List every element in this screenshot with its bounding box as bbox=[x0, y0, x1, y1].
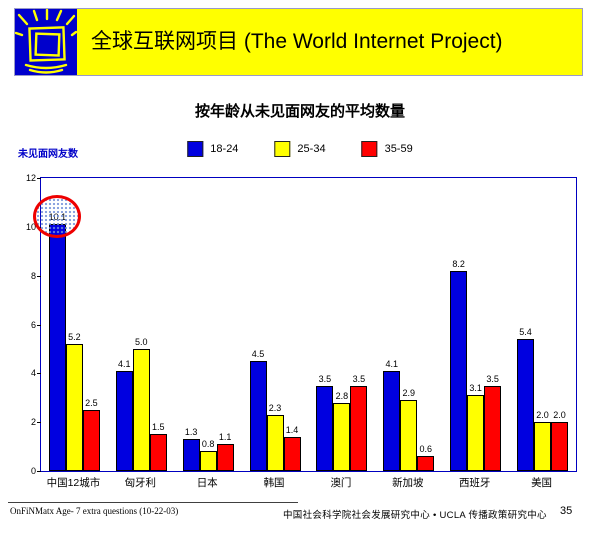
y-tick-label: 0 bbox=[30, 466, 36, 476]
bar-25-34 bbox=[266, 414, 284, 471]
bar-value-label: 3.5 bbox=[352, 373, 366, 384]
bar-value-label: 2.0 bbox=[553, 410, 566, 421]
bar-25-34 bbox=[333, 402, 351, 471]
bar-18-24 bbox=[316, 385, 334, 471]
legend-item-25-34: 25-34 bbox=[274, 141, 326, 157]
legend-swatch-icon bbox=[361, 141, 378, 157]
legend-item-18-24: 18-24 bbox=[187, 141, 238, 157]
bar-18-24 bbox=[517, 339, 535, 471]
y-tick-mark bbox=[37, 471, 41, 472]
bar-group: 3.5 2.8 3.5 bbox=[309, 178, 376, 471]
x-axis-category-label: 日本 bbox=[196, 477, 218, 489]
footer-source-note: OnFiNMatx Age- 7 extra questions (10-22-… bbox=[10, 506, 179, 516]
y-tick-mark bbox=[37, 373, 41, 375]
bar-group: 4.1 5.0 1.5 bbox=[108, 178, 175, 471]
bar-35-59 bbox=[350, 385, 368, 471]
bar-value-label: 4.1 bbox=[118, 358, 131, 369]
bar-18-24 bbox=[249, 361, 267, 471]
legend-label: 35-59 bbox=[384, 143, 413, 155]
bar-value-label: 5.4 bbox=[519, 327, 532, 338]
bar-18-24 bbox=[383, 370, 401, 471]
bar-value-label: 2.8 bbox=[335, 390, 349, 401]
bar-value-label: 2.0 bbox=[536, 410, 549, 421]
y-tick-mark bbox=[37, 422, 41, 424]
bar-35-59 bbox=[82, 409, 100, 471]
bar-group: 5.4 2.0 2.0 bbox=[509, 178, 576, 471]
legend-label: 25-34 bbox=[297, 143, 326, 155]
footer-divider bbox=[8, 502, 298, 503]
bar-18-24 bbox=[48, 224, 66, 471]
bar-25-34 bbox=[65, 344, 83, 471]
bar-value-label: 5.2 bbox=[68, 332, 81, 343]
bar-value-label: 0.8 bbox=[201, 439, 215, 450]
bar-25-34 bbox=[199, 451, 217, 471]
bar-35-59 bbox=[216, 444, 234, 471]
bar-value-label: 2.9 bbox=[402, 388, 416, 399]
x-axis-category-label: 西班牙 bbox=[458, 477, 491, 489]
bar-35-59 bbox=[417, 456, 435, 471]
bar-value-label: 3.1 bbox=[469, 383, 482, 394]
y-tick-mark bbox=[37, 275, 41, 277]
x-axis-category-label: 澳门 bbox=[330, 477, 352, 489]
bar-25-34 bbox=[132, 348, 150, 471]
y-tick-label: 8 bbox=[30, 270, 36, 281]
bar-value-label: 1.4 bbox=[285, 424, 299, 435]
y-tick-label: 4 bbox=[30, 368, 36, 379]
bar-18-24 bbox=[182, 439, 200, 471]
bar-group: 4.5 2.3 1.4 bbox=[242, 178, 309, 471]
footer-organizations: 中国社会科学院社会发展研究中心 • UCLA 传播政策研究中心 bbox=[283, 510, 547, 521]
y-axis-title: 未见面网友数 bbox=[18, 149, 78, 160]
bar-value-label: 4.1 bbox=[385, 358, 399, 369]
bar-value-label: 1.5 bbox=[152, 422, 165, 433]
bar-value-label: 1.1 bbox=[218, 432, 232, 443]
bar-35-59 bbox=[283, 436, 301, 471]
legend-label: 18-24 bbox=[210, 143, 239, 155]
bar-18-24 bbox=[450, 270, 468, 471]
plot-area: 02468101210.15.22.54.15.01.51.30.81.14.5… bbox=[26, 173, 577, 476]
legend-swatch-icon bbox=[274, 141, 291, 157]
bar-18-24 bbox=[115, 370, 133, 471]
y-tick-mark bbox=[37, 324, 41, 326]
page-number: 35 bbox=[560, 505, 573, 517]
slide-header-title: 全球互联网项目 (The World Internet Project) bbox=[91, 30, 503, 53]
bar-value-label: 1.3 bbox=[184, 427, 198, 438]
legend-swatch-icon bbox=[187, 141, 204, 157]
bar-group: 4.1 2.9 0.6 bbox=[375, 178, 442, 471]
header-banner: 全球互联网项目 (The World Internet Project) bbox=[14, 8, 583, 76]
bar-value-label: 2.3 bbox=[268, 402, 282, 413]
highlight-ellipse-annotation bbox=[33, 195, 82, 239]
y-tick-label: 10 bbox=[25, 221, 36, 232]
bar-25-34 bbox=[534, 422, 552, 471]
bar-value-label: 3.5 bbox=[486, 373, 499, 384]
x-axis-category-label: 美国 bbox=[531, 477, 553, 489]
bar-value-label: 8.2 bbox=[452, 258, 465, 269]
y-tick-label: 2 bbox=[30, 417, 36, 428]
bar-value-label: 5.0 bbox=[135, 336, 148, 347]
bar-value-label: 3.5 bbox=[318, 373, 332, 384]
x-axis-category-label: 新加坡 bbox=[392, 477, 424, 489]
bar-value-label: 0.6 bbox=[419, 444, 433, 455]
bar-35-59 bbox=[149, 434, 167, 471]
bar-value-label: 2.5 bbox=[85, 397, 98, 408]
bar-group: 1.3 0.8 1.1 bbox=[175, 178, 242, 471]
crt-monitor-rays-icon bbox=[15, 9, 77, 75]
x-axis-category-label: 中国12城市 bbox=[46, 477, 101, 489]
bar-25-34 bbox=[467, 395, 485, 471]
x-axis-category-label: 韩国 bbox=[263, 477, 285, 489]
legend-item-35-59: 35-59 bbox=[361, 141, 413, 157]
bar-35-59 bbox=[484, 385, 502, 471]
y-tick-label: 12 bbox=[25, 173, 36, 183]
bar-35-59 bbox=[551, 422, 569, 471]
chart-title: 按年龄从未见面网友的平均数量 bbox=[194, 103, 405, 120]
y-tick-label: 6 bbox=[30, 319, 36, 330]
bar-group: 8.2 3.1 3.5 bbox=[442, 178, 509, 471]
x-axis-category-label: 匈牙利 bbox=[124, 477, 157, 489]
chart-legend: 18-24 25-34 35-59 bbox=[187, 141, 413, 157]
bar-value-label: 4.5 bbox=[251, 349, 265, 360]
y-tick-mark bbox=[37, 178, 41, 179]
bar-25-34 bbox=[400, 400, 418, 471]
